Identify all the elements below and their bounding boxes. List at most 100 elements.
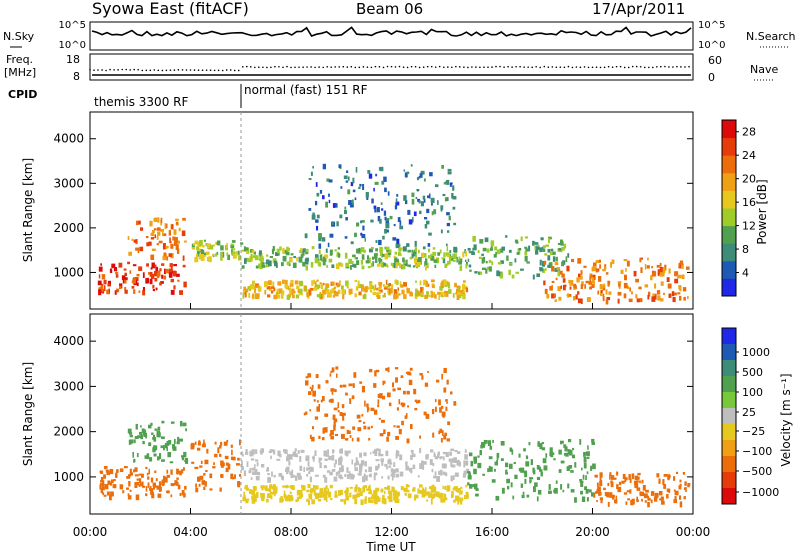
echo-cell: [339, 467, 341, 472]
echo-cell: [548, 484, 551, 490]
echo-cell: [431, 409, 435, 415]
echo-cell: [182, 422, 187, 427]
echo-cell: [332, 450, 335, 453]
echo-cell: [500, 441, 505, 446]
echo-cell: [586, 489, 589, 492]
echo-cell: [579, 479, 583, 482]
freq-label: Freq.: [6, 53, 33, 66]
echo-cell: [147, 482, 150, 489]
echo-cell: [340, 455, 342, 459]
echo-cell: [464, 454, 468, 460]
cpid-mode-1: themis 3300 RF: [94, 95, 188, 109]
echo-cell: [146, 263, 149, 267]
echo-cell: [368, 466, 372, 473]
echo-cell: [677, 274, 682, 279]
echo-cell: [379, 250, 383, 257]
nave-dot: [515, 65, 517, 68]
echo-cell: [255, 459, 259, 462]
echo-cell: [390, 468, 394, 473]
echo-cell: [206, 256, 209, 262]
echo-cell: [373, 205, 377, 210]
nave-dot: [286, 65, 288, 68]
echo-cell: [283, 490, 286, 495]
echo-cell: [148, 424, 152, 429]
echo-cell: [467, 475, 472, 480]
echo-cell: [403, 282, 407, 287]
echo-cell: [445, 252, 450, 257]
echo-cell: [474, 483, 478, 490]
echo-cell: [398, 492, 400, 496]
echo-cell: [276, 458, 281, 461]
echo-cell: [525, 455, 529, 460]
echo-cell: [247, 286, 252, 290]
echo-cell: [273, 294, 278, 300]
nsky-tick-top: 10^5: [59, 20, 86, 31]
echo-cell: [387, 191, 390, 196]
echo-cell: [420, 170, 425, 175]
echo-cell: [593, 262, 597, 269]
echo-cell: [364, 469, 368, 473]
echo-cell: [134, 467, 138, 472]
nave-dot: [422, 66, 425, 68]
echo-cell: [378, 452, 380, 457]
colorbar-swatch: [722, 456, 736, 473]
echo-cell: [256, 462, 259, 467]
echo-cell: [314, 257, 318, 264]
echo-cell: [344, 473, 347, 477]
echo-cell: [170, 494, 173, 498]
colorbar-tick-label: −500: [742, 465, 772, 478]
echo-cell: [151, 432, 154, 435]
echo-cell: [381, 419, 385, 423]
echo-cell: [437, 252, 441, 256]
echo-cell: [428, 232, 432, 236]
echo-cell: [352, 494, 356, 500]
echo-cell: [450, 391, 453, 395]
echo-cell: [341, 289, 346, 295]
echo-cell: [248, 258, 252, 263]
echo-cell: [319, 282, 322, 285]
echo-cell: [380, 458, 384, 462]
echo-cell: [382, 235, 385, 240]
echo-cell: [580, 490, 583, 495]
echo-cell: [369, 289, 373, 293]
echo-cell: [580, 481, 584, 487]
nave-dot: [475, 66, 477, 68]
y-tick-label: 1000: [53, 265, 84, 279]
echo-cell: [196, 253, 199, 260]
echo-cell: [352, 383, 355, 388]
echo-cell: [383, 287, 388, 290]
echo-cell: [529, 481, 532, 484]
echo-cell: [417, 399, 421, 403]
echo-cell: [399, 456, 401, 460]
echo-cell: [204, 481, 207, 487]
y-tick-label: 3000: [53, 176, 84, 190]
colorbar-tick-label: 8: [742, 243, 749, 256]
echo-cell: [292, 262, 297, 268]
echo-cell: [354, 494, 357, 498]
echo-cell: [355, 286, 359, 291]
nave-dot: [362, 66, 365, 68]
echo-cell: [345, 262, 349, 268]
echo-cell: [385, 279, 388, 285]
echo-cell: [194, 256, 199, 263]
nave-dot: [563, 66, 566, 69]
echo-cell: [251, 250, 255, 253]
echo-cell: [322, 163, 326, 170]
echo-cell: [551, 452, 555, 455]
nave-dot: [382, 66, 385, 69]
echo-cell: [128, 474, 132, 477]
echo-cell: [327, 242, 330, 248]
echo-cell: [311, 384, 314, 389]
echo-cell: [333, 418, 338, 423]
echo-cell: [453, 253, 457, 259]
echo-cell: [381, 261, 384, 267]
nave-dot: [519, 65, 521, 68]
echo-cell: [358, 283, 362, 289]
echo-cell: [378, 291, 381, 295]
echo-cell: [375, 369, 380, 373]
echo-cell: [636, 487, 641, 491]
echo-cell: [603, 283, 606, 288]
colorbar-swatch: [722, 260, 736, 279]
echo-cell: [297, 450, 300, 454]
nave-dot: [117, 69, 119, 71]
